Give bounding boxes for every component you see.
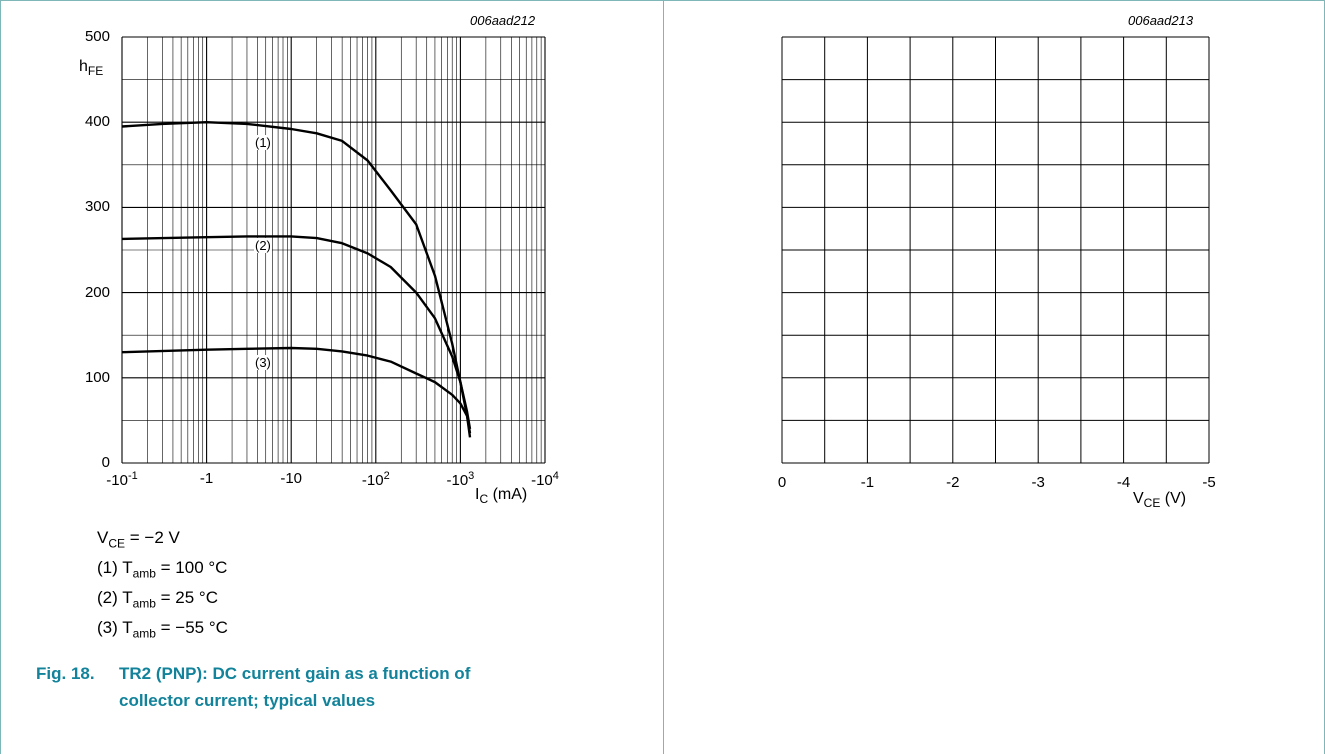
caption-number: Fig. 18. bbox=[36, 664, 95, 683]
x-tick-label-right: 0 bbox=[777, 474, 787, 491]
x-tick-label: -10-1 bbox=[106, 470, 138, 489]
condition-line: (1) Tamb = 100 °C bbox=[97, 558, 228, 581]
x-tick-label: -103 bbox=[446, 470, 475, 489]
figure-code-left: 006aad212 bbox=[470, 13, 536, 28]
y-axis-label: hFE bbox=[79, 58, 104, 79]
panel-border-top bbox=[0, 0, 1325, 1]
curve-label: (1) bbox=[254, 135, 272, 150]
figure-caption: Fig. 18. TR2 (PNP): DC current gain as a … bbox=[36, 660, 470, 714]
curve-label: (2) bbox=[254, 238, 272, 253]
x-tick-label: -102 bbox=[361, 470, 390, 489]
curve-label: (3) bbox=[254, 355, 272, 370]
x-tick-label-right: -1 bbox=[860, 474, 875, 491]
x-tick-label-right: -3 bbox=[1031, 474, 1045, 491]
condition-line: (2) Tamb = 25 °C bbox=[97, 588, 219, 611]
condition-line: VCE = −2 V bbox=[97, 528, 180, 551]
series-line-1 bbox=[121, 120, 472, 438]
y-tick-label: 100 bbox=[84, 368, 110, 386]
x-tick-label-right: -4 bbox=[1116, 474, 1131, 491]
y-tick-label: 400 bbox=[84, 113, 110, 131]
figure-code-right: 006aad213 bbox=[1128, 13, 1194, 28]
y-tick-label: 300 bbox=[84, 198, 110, 216]
series-line-3 bbox=[121, 346, 472, 434]
y-tick-label: 0 bbox=[101, 454, 110, 471]
x-axis-label-right: VCE (V) bbox=[1133, 490, 1187, 511]
x-axis-label: IC (mA) bbox=[475, 486, 528, 507]
x-tick-label: -10 bbox=[280, 470, 303, 487]
x-tick-label: -1 bbox=[199, 470, 214, 487]
series-line-2 bbox=[121, 235, 472, 430]
condition-line: (3) Tamb = −55 °C bbox=[97, 618, 228, 641]
x-tick-label-right: -2 bbox=[946, 474, 960, 491]
y-tick-label: 200 bbox=[84, 283, 110, 301]
caption-line-1: TR2 (PNP): DC current gain as a function… bbox=[119, 664, 471, 683]
x-tick-label: -104 bbox=[531, 470, 559, 489]
panel-border-left bbox=[0, 0, 1, 754]
caption-line-2: collector current; typical values bbox=[119, 691, 376, 710]
x-tick-label-right: -5 bbox=[1202, 474, 1216, 491]
y-tick-label: 500 bbox=[84, 28, 110, 45]
panel-border-middle bbox=[663, 0, 664, 754]
